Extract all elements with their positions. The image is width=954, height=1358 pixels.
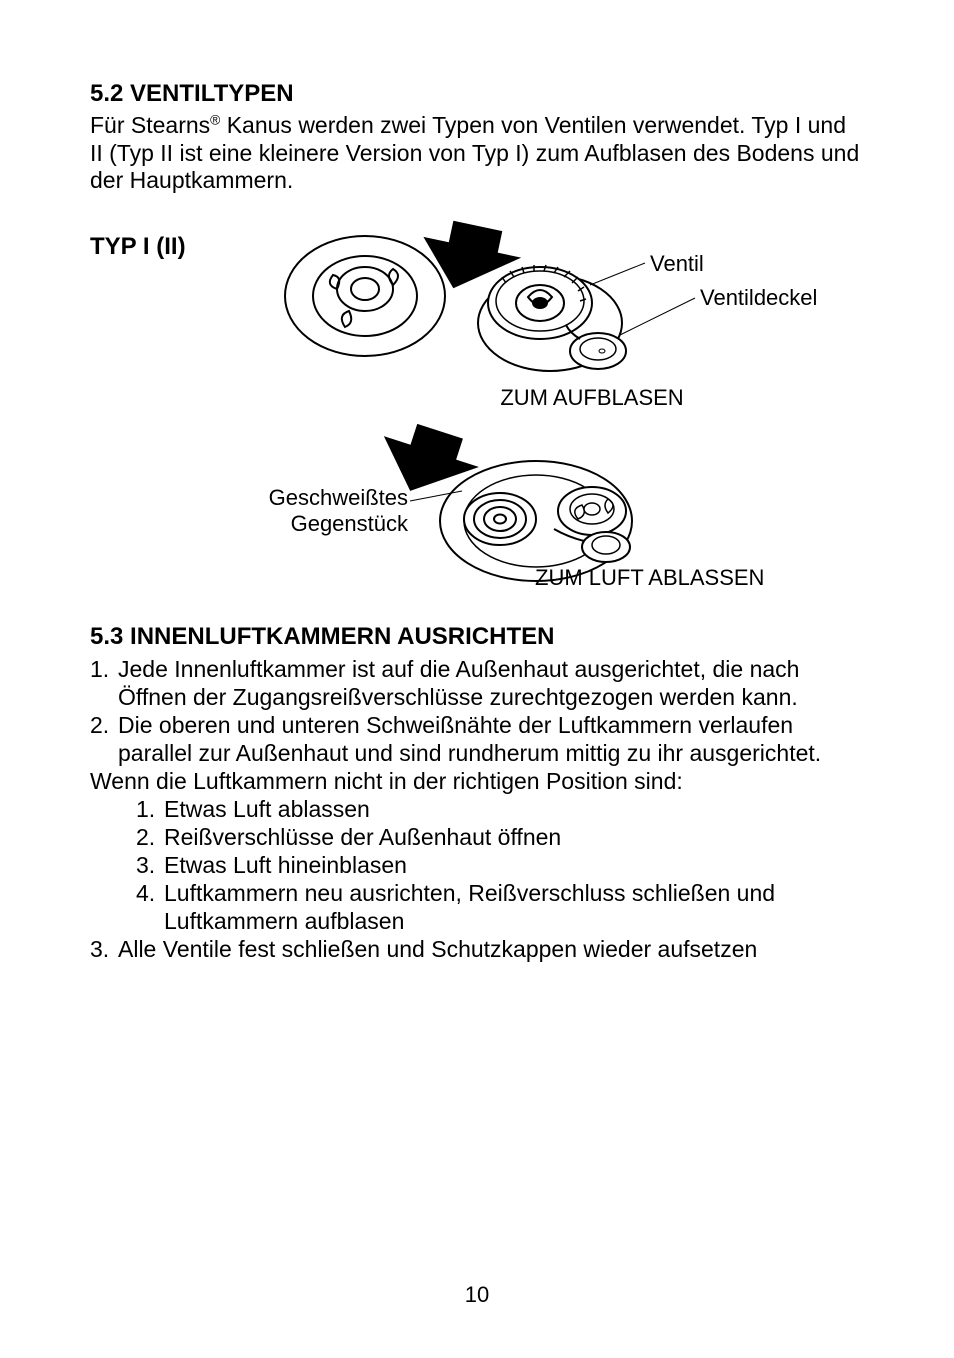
valve-inflate-icon (478, 265, 626, 371)
label-gegenstueck: Gegenstück (268, 511, 408, 537)
list-text: Etwas Luft ablassen (164, 795, 864, 823)
list-text: Alle Ventile fest schließen und Schutzka… (118, 935, 864, 963)
list-item: 1. Jede Innenluftkammer ist auf die Auße… (90, 655, 864, 711)
list-item: 1. Etwas Luft ablassen (136, 795, 864, 823)
list-text: Luftkammern neu ausrichten, Reißverschlu… (164, 879, 864, 935)
type-label: TYP I (II) (90, 233, 186, 261)
valve-small-icon (285, 236, 445, 356)
label-ventil: Ventil (650, 251, 704, 277)
section-5-3-heading: 5.3 INNENLUFTKAMMERN AUSRICHTEN (90, 623, 864, 651)
registered-mark: ® (210, 112, 220, 127)
section-5-2-intro: Für Stearns® Kanus werden zwei Typen von… (90, 112, 864, 195)
list-number: 1. (90, 655, 118, 711)
section-5-2-heading: 5.2 VENTILTYPEN (90, 80, 864, 108)
list-number: 4. (136, 879, 164, 935)
valve-diagram: TYP I (II) (90, 213, 864, 613)
label-geschweisstes: Geschweißtes (268, 485, 408, 511)
list-item: 4. Luftkammern neu ausrichten, Reißversc… (136, 879, 864, 935)
page-number: 10 (0, 1282, 954, 1308)
list-number: 3. (90, 935, 118, 963)
list-number: 2. (90, 711, 118, 767)
page: 5.2 VENTILTYPEN Für Stearns® Kanus werde… (0, 0, 954, 1358)
valve-diagram-svg (90, 213, 864, 613)
valve-deflate-icon (440, 461, 632, 581)
label-zum-luft-ablassen: ZUM LUFT ABLASSEN (535, 565, 764, 591)
list-item: 2. Die oberen und unteren Schweißnähte d… (90, 711, 864, 767)
list-text: Reißverschlüsse der Außenhaut öffnen (164, 823, 864, 851)
list-text: Etwas Luft hineinblasen (164, 851, 864, 879)
list-text: Die oberen und unteren Schweißnähte der … (118, 711, 864, 767)
intro-pre: Für Stearns (90, 112, 210, 138)
list-text: Jede Innenluftkammer ist auf die Außenha… (118, 655, 864, 711)
sub-list: 1. Etwas Luft ablassen 2. Reißverschlüss… (136, 795, 864, 935)
list-item: 3. Etwas Luft hineinblasen (136, 851, 864, 879)
list-number: 2. (136, 823, 164, 851)
label-zum-aufblasen: ZUM AUFBLASEN (452, 385, 732, 411)
list-number: 3. (136, 851, 164, 879)
label-ventildeckel: Ventildeckel (700, 285, 817, 311)
mid-line: Wenn die Luftkammern nicht in der richti… (90, 767, 864, 795)
list-item: 2. Reißverschlüsse der Außenhaut öffnen (136, 823, 864, 851)
list-item: 3. Alle Ventile fest schließen und Schut… (90, 935, 864, 963)
section-5-3-list: 1. Jede Innenluftkammer ist auf die Auße… (90, 655, 864, 964)
list-number: 1. (136, 795, 164, 823)
